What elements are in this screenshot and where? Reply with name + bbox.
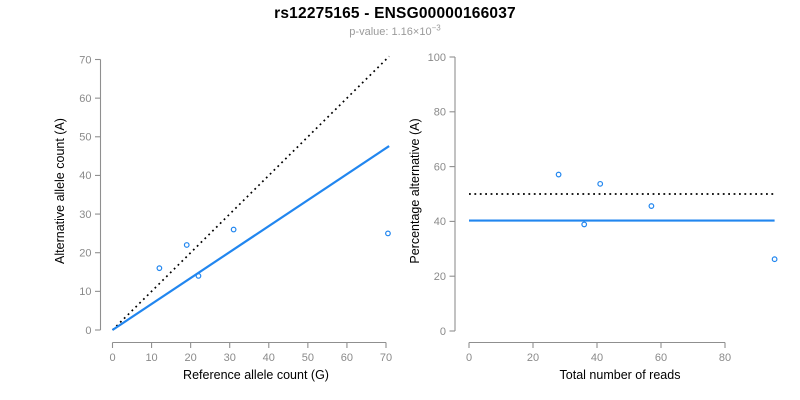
x-tick-label: 80 [719, 352, 731, 364]
data-point [156, 265, 163, 272]
data-point [597, 180, 604, 187]
y-tick-label: 60 [434, 161, 446, 173]
x-tick-label: 20 [185, 352, 197, 364]
data-point [581, 221, 588, 228]
y-tick-label: 80 [434, 107, 446, 119]
y-tick-label: 100 [428, 52, 446, 64]
x-tick-label: 60 [341, 352, 353, 364]
x-tick-label: 50 [302, 352, 314, 364]
x-tick-label: 0 [109, 352, 115, 364]
y-tick-label: 0 [85, 325, 91, 337]
data-point [771, 256, 778, 263]
x-tick-label: 10 [145, 352, 157, 364]
data-point [183, 242, 190, 248]
percentage-alternative-scatter: 0 20 40 60 80 100 0 20 40 60 80 Total number of rea… [408, 52, 778, 382]
x-axis-title: Total number of reads [560, 368, 681, 382]
y-axis-title: Percentage alternative (A) [408, 118, 422, 263]
y-tick-label: 10 [79, 286, 91, 298]
x-tick-label: 60 [655, 352, 667, 364]
y-tick-label: 40 [79, 170, 91, 182]
x-axis-title: Reference allele count (G) [183, 368, 329, 382]
y-tick-label: 60 [79, 93, 91, 105]
data-point [648, 203, 655, 209]
y-tick-label: 30 [79, 209, 91, 221]
x-tick-label: 40 [263, 352, 275, 364]
y-tick-label: 0 [440, 326, 446, 338]
y-tick-label: 20 [434, 271, 446, 283]
y-tick-label: 50 [79, 132, 91, 144]
y-tick-label: 70 [79, 54, 91, 66]
x-tick-label: 40 [591, 352, 603, 364]
x-tick-label: 30 [224, 352, 236, 364]
data-point [385, 230, 391, 237]
data-point [555, 171, 562, 178]
allele-count-scatter: 0 10 20 30 40 50 60 70 0 10 20 30 40 50 60 70 Reference … [53, 54, 392, 382]
data-point [230, 226, 237, 233]
fit-line [111, 145, 390, 331]
y-axis-title: Alternative allele count (A) [53, 118, 67, 264]
data-point [195, 273, 202, 279]
identity-line [111, 55, 390, 331]
x-tick-label: 0 [466, 352, 472, 364]
x-tick-label: 20 [527, 352, 539, 364]
x-tick-label: 70 [380, 352, 392, 364]
y-tick-label: 20 [79, 248, 91, 260]
y-tick-label: 40 [434, 216, 446, 228]
